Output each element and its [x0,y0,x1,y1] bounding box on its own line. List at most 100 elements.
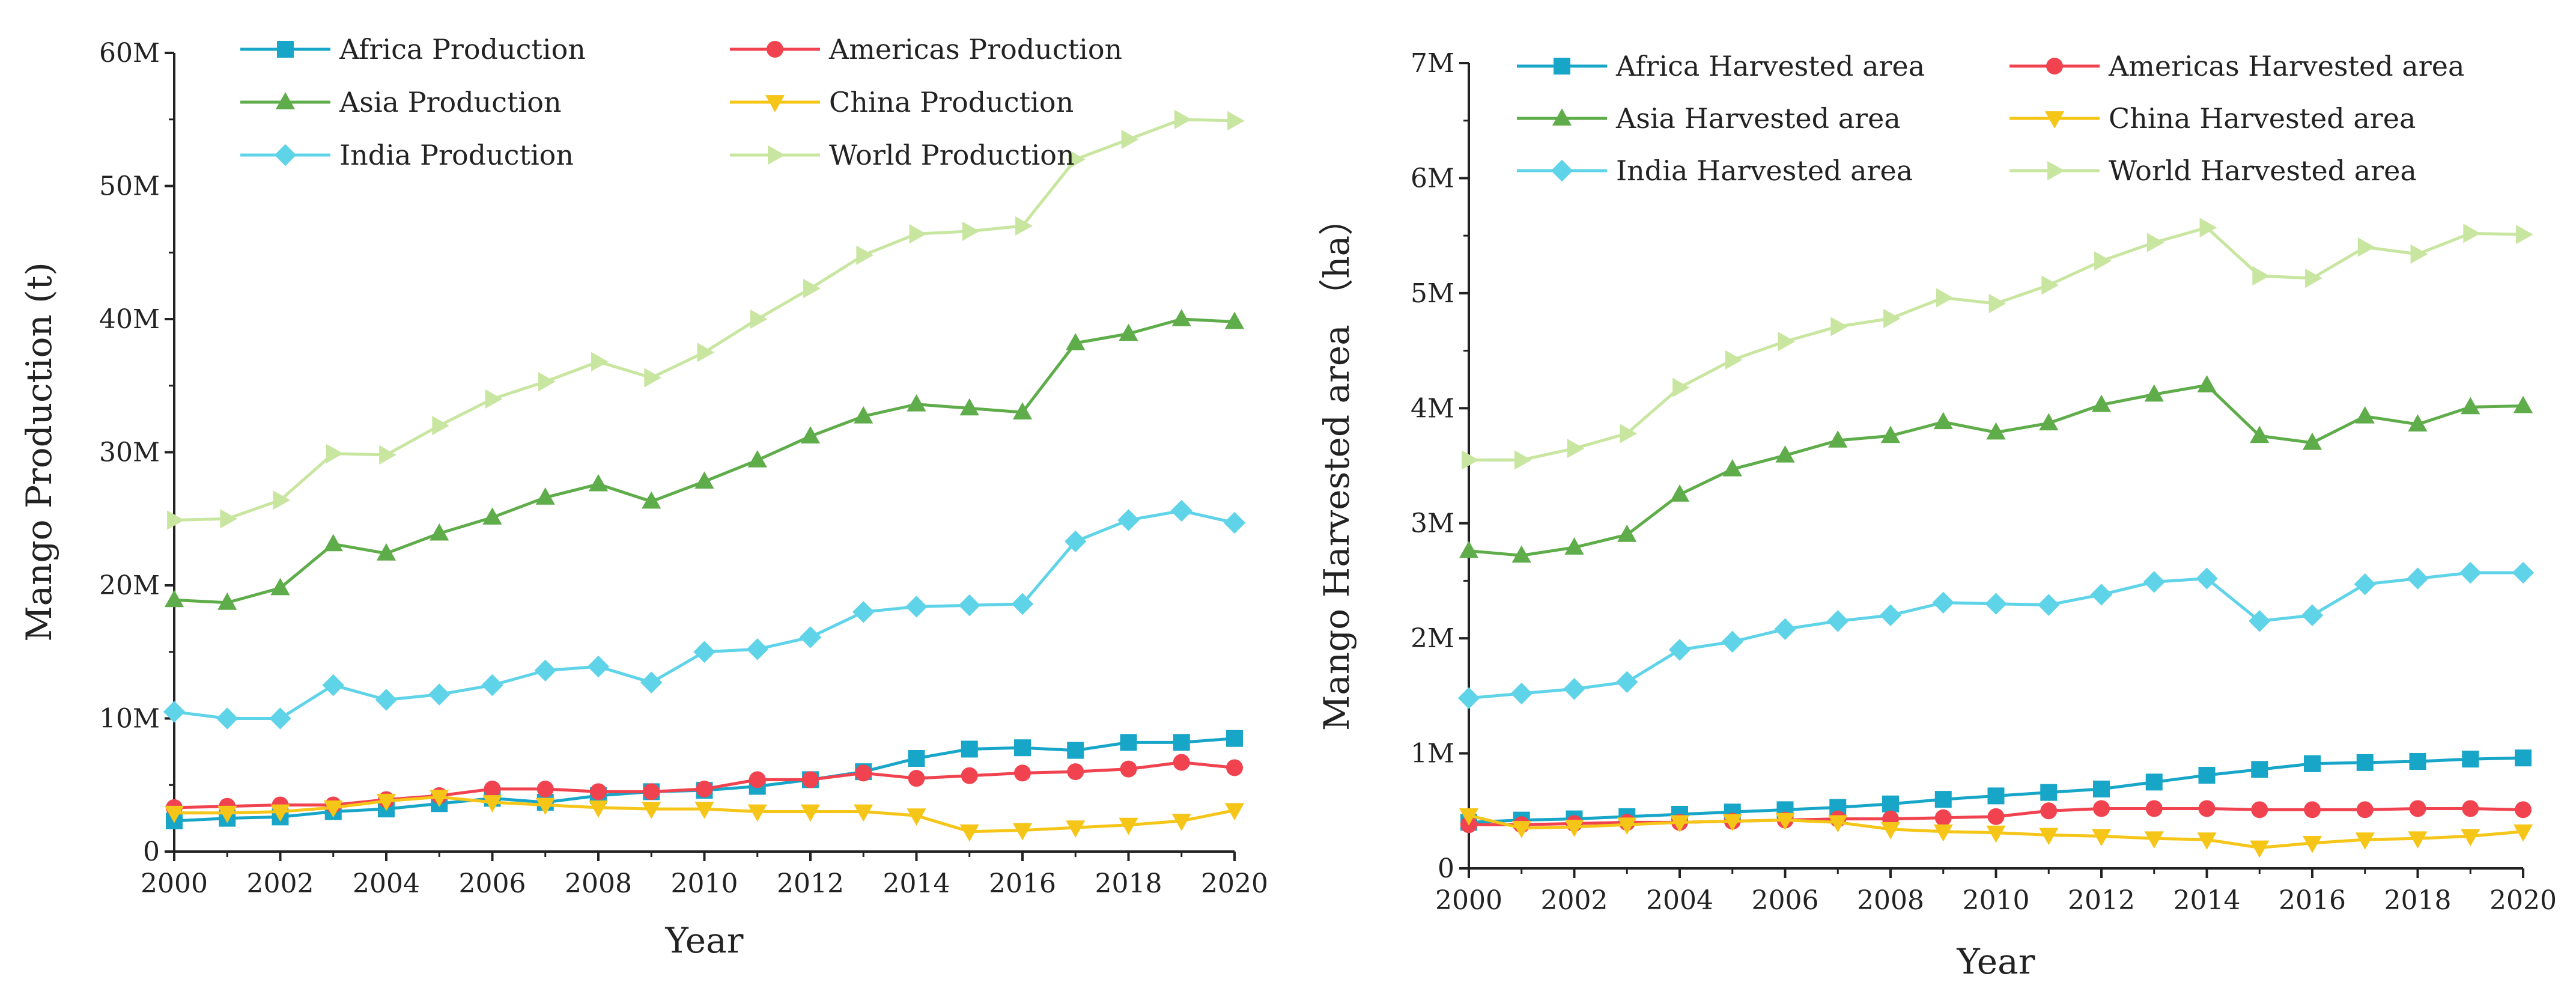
data-point [2199,218,2217,237]
legend-label: World Production [829,139,1075,171]
data-point [591,352,609,371]
data-point [2197,832,2217,850]
data-point [1564,537,1584,555]
chart-1: 0 10M 20M 30M 40M 50M 60M 2000 2002 2004 2006 2008 2… [19,33,1268,961]
data-point [1068,150,1086,169]
legend-entry: Asia Production [240,86,562,118]
y-tick-label: 20M [99,570,160,601]
data-point [2302,835,2322,853]
data-point [1775,445,1795,463]
data-point [1065,530,1087,553]
data-point [1121,129,1139,150]
data-point [1514,450,1532,470]
data-point [1011,593,1034,615]
legend-entry: Americas Harvested area [2009,50,2464,82]
data-point [270,578,290,596]
data-point [2516,225,2533,245]
data-point [430,790,449,807]
data-point [1173,754,1190,771]
data-point [2355,832,2375,850]
data-point [2039,413,2059,431]
data-point [1830,317,1848,337]
x-tick-label: 2012 [2068,885,2135,916]
y-axis-title: Mango Production (t) [19,262,59,642]
y-tick-label: 5M [1411,278,1454,309]
data-point [2144,384,2164,402]
data-point [2301,604,2324,627]
data-point [2409,752,2426,770]
data-point [961,767,978,784]
data-point [1012,402,1033,419]
data-point [2355,406,2375,424]
data-point [642,802,661,819]
data-point [270,804,290,822]
y-tick-label: 2M [1411,623,1454,654]
x-tick-label: 2002 [247,868,314,899]
data-point [534,659,556,681]
x-tick-label: 2016 [989,868,1056,899]
data-point [1066,333,1086,350]
x-tick-label: 2010 [1963,885,2030,916]
data-point [2038,594,2060,616]
data-point [697,343,715,362]
legend-marker [275,92,296,109]
data-point [323,800,343,818]
x-tick-label: 2006 [459,868,526,899]
data-point [907,808,926,826]
data-point [1829,799,1847,816]
data-point [2040,802,2058,820]
data-point [2354,573,2376,596]
data-point [428,683,451,706]
data-point [1828,430,1848,448]
data-point [2515,801,2532,819]
x-tick-label: 2014 [2174,885,2241,916]
data-point [643,783,660,800]
y-tick-label: 30M [99,437,160,468]
x-tick-label: 2008 [565,868,632,899]
data-point [799,626,822,648]
data-point [749,771,766,788]
data-point [2409,800,2426,817]
data-point [2407,567,2429,590]
series-world-production [167,109,1245,530]
data-point [273,490,291,510]
data-point [747,804,767,822]
data-point [1828,815,1848,833]
x-tick-label: 2014 [883,868,950,899]
data-point [2249,610,2271,632]
data-point [1014,739,1031,757]
data-point [1880,822,1901,840]
data-point [1457,687,1480,709]
data-point [802,771,819,788]
legend-label: China Harvested area [2109,102,2416,135]
x-tick-label: 2018 [2384,885,2452,916]
data-point [2093,780,2110,797]
data-point [2145,773,2163,791]
data-point [2090,584,2113,606]
data-point [217,805,237,823]
data-point [2515,749,2532,767]
data-point [2512,561,2535,584]
data-point [747,450,767,468]
data-point [1668,639,1691,661]
data-point [482,795,502,812]
data-point [696,780,713,797]
legend-entry: World Harvested area [2009,154,2417,187]
data-point [167,510,184,530]
data-point [1067,763,1084,781]
x-tick-label: 2004 [353,868,420,899]
data-point [1617,525,1637,542]
data-point [1174,109,1192,129]
legend-marker [765,95,785,112]
data-point [1827,610,1849,632]
series-line [174,118,1235,522]
data-point [1012,823,1033,841]
data-point [2250,840,2270,858]
data-point [485,389,503,409]
legend-entry: China Harvested area [2009,102,2416,135]
data-point [908,749,925,767]
data-point [1511,821,1531,838]
x-tick-label: 2008 [1857,885,1924,916]
data-point [535,797,555,816]
